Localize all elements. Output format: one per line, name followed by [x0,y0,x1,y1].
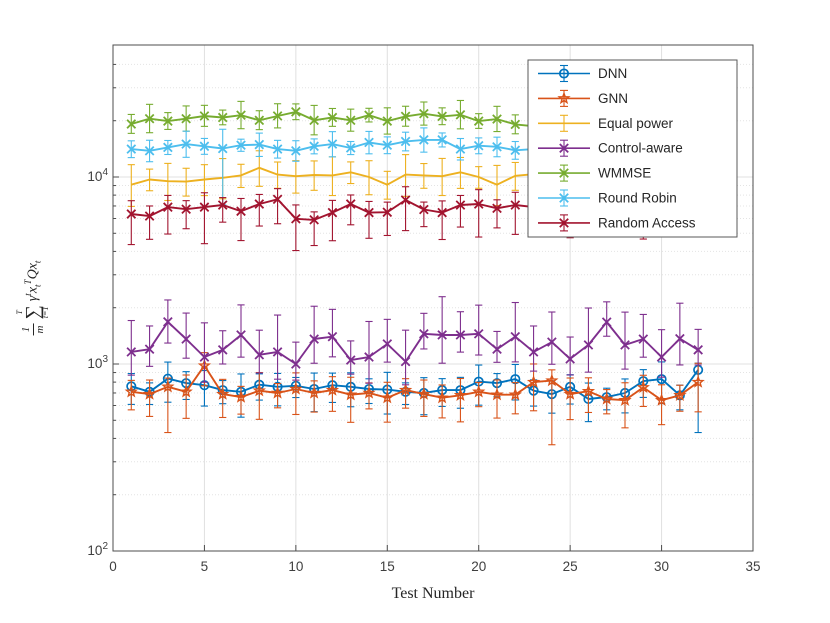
x-axis-label: Test Number [391,585,475,602]
svg-text:25: 25 [563,559,578,574]
ylabel-sum: T ∑ t=1 [15,305,50,320]
legend-item-gnn: GNN [538,89,628,107]
series-markers-1 [124,358,705,406]
legend-item-random-access: Random Access [538,214,696,232]
errorbars-3 [127,296,702,386]
legend-label-5: Round Robin [598,191,677,206]
sigma-symbol: ∑ [22,305,44,320]
series-line-3 [131,320,699,365]
ylabel-frac-den: m [33,325,46,334]
errorbars-0 [127,361,702,434]
svg-text:20: 20 [471,559,486,574]
legend-label-2: Equal power [598,116,674,131]
legend-label-3: Control-aware [598,141,683,156]
legend-item-wmmse: WMMSE [538,164,651,182]
svg-text:35: 35 [745,559,760,574]
legend-item-dnn: DNN [538,64,627,83]
ylabel-expression: γtxtTQxt [23,260,43,302]
legend: DNN GNN Equal power Control-aware WMMSE Round… [527,59,738,238]
legend-item-round-robin: Round Robin [538,189,677,207]
series-dnn [126,361,704,434]
x-tick-labels: 0 5 10 15 20 25 30 35 [109,559,760,574]
svg-text:5: 5 [201,559,209,574]
series-markers-3 [126,317,703,369]
legend-item-equal-power: Equal power [538,114,674,132]
svg-text:104: 104 [87,167,108,184]
ylabel-sum-lower: t=1 [41,306,50,319]
svg-text:102: 102 [87,541,108,558]
axes-box [112,44,754,552]
series-gnn [124,352,705,446]
svg-text:0: 0 [109,559,117,574]
svg-text:10: 10 [288,559,303,574]
axis-ticks [112,63,754,552]
legend-label-6: Random Access [598,215,696,230]
y-tick-labels: 102 103 104 [87,167,108,558]
series-control-aware [126,296,703,386]
legend-label-1: GNN [598,91,628,106]
ylabel-fraction: 1 m [19,323,46,336]
svg-text:15: 15 [380,559,395,574]
legend-item-control-aware: Control-aware [538,139,683,157]
svg-text:103: 103 [87,354,108,371]
ylabel-frac-num: 1 [19,326,32,333]
svg-text:30: 30 [654,559,669,574]
series-markers-0 [126,364,704,405]
y-axis-label: 1 m T ∑ t=1 γtxtTQxt [15,260,50,336]
legend-label-4: WMMSE [598,166,651,181]
legend-label-0: DNN [598,66,627,81]
